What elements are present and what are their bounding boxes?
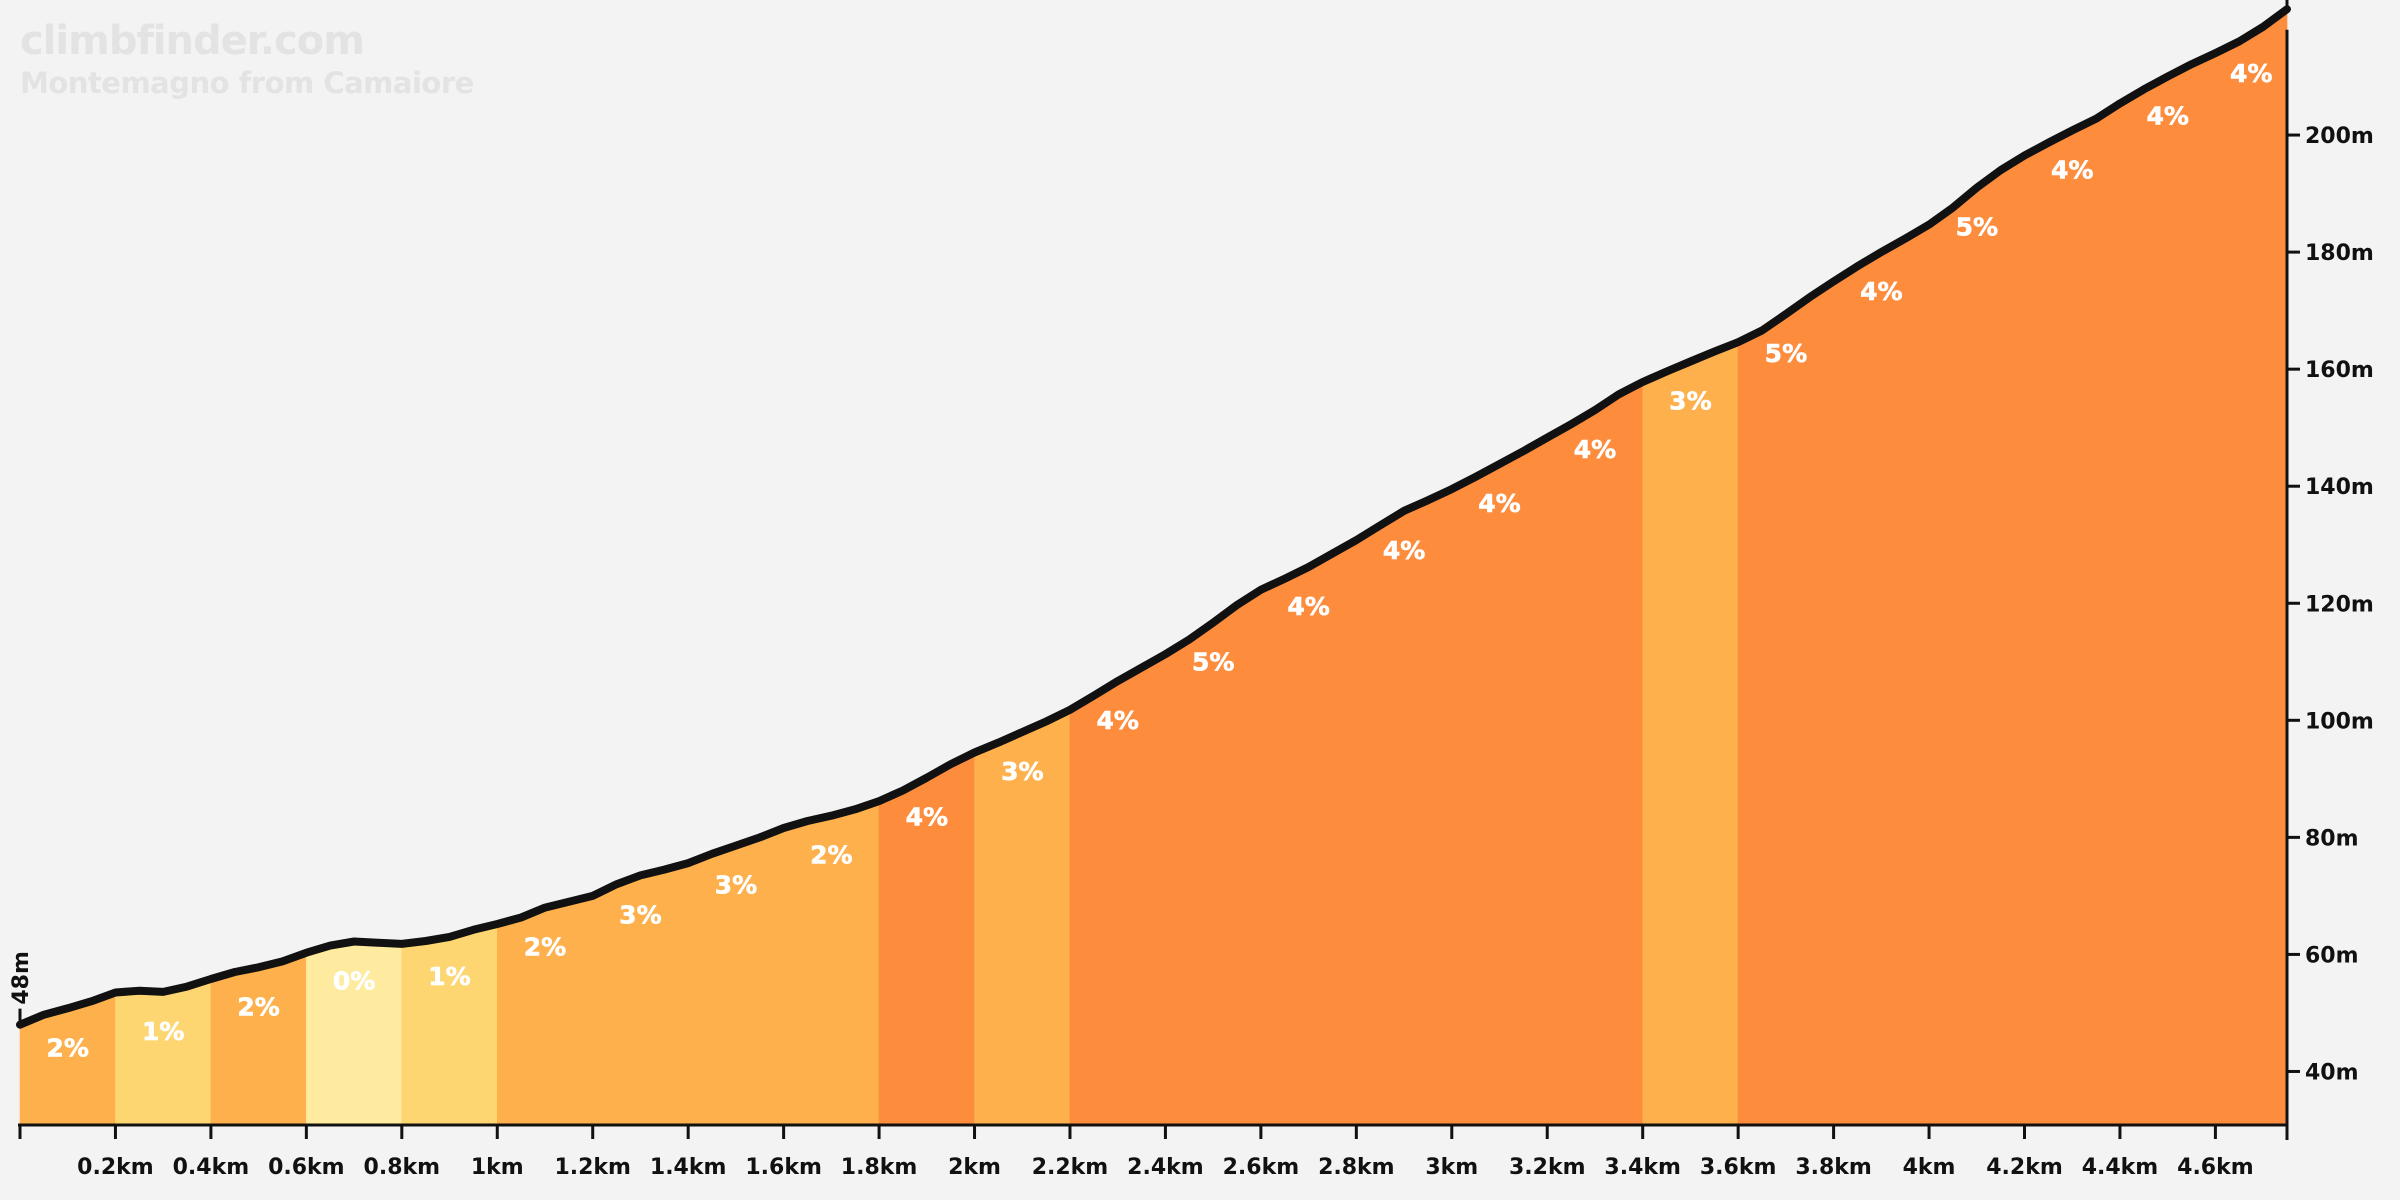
grade-label: 2% [46,1033,88,1062]
start-elevation-label: 48m [9,951,34,1005]
grade-label: 5% [1956,213,1998,242]
x-tick-label: 2.4km [1127,1155,1204,1180]
x-tick-label: 4.6km [2177,1155,2254,1180]
x-tick-label: 0.4km [173,1155,250,1180]
grade-label: 4% [1478,489,1520,518]
grade-label: 5% [1765,339,1807,368]
x-tick-label: 4.4km [2082,1155,2159,1180]
grade-label: 4% [1383,536,1425,565]
grade-segment [1356,488,1453,1126]
grade-label: 4% [906,803,948,832]
y-tick-label: 80m [2305,826,2359,851]
x-tick-label: 2.8km [1318,1155,1395,1180]
x-tick-label: 0.8km [364,1155,441,1180]
x-tick-label: 4km [1903,1155,1956,1180]
grade-label: 3% [1669,387,1711,416]
grade-segment [1737,280,1834,1126]
x-tick-label: 0.2km [77,1155,154,1180]
grade-label: 4% [2146,102,2188,131]
grade-label: 3% [1001,757,1043,786]
grade-segment [497,895,593,1126]
grade-segment [1260,539,1357,1126]
grade-label: 4% [2051,155,2093,184]
x-tick-label: 2.6km [1223,1155,1300,1180]
x-tick-label: 1km [471,1155,524,1180]
grade-label: 3% [619,900,661,929]
x-tick-label: 3.2km [1509,1155,1586,1180]
x-tick-label: 2.2km [1032,1155,1109,1180]
x-tick-label: 3.6km [1700,1155,1777,1180]
grade-segment [2024,102,2121,1126]
y-tick-label: 120m [2305,592,2374,617]
x-tick-label: 0.6km [268,1155,345,1180]
grade-label: 1% [142,1017,184,1046]
endpoint-labels: 48m218m [9,0,2289,1025]
grade-segment [2119,52,2216,1126]
grade-segment [1642,341,1739,1126]
y-tick-label: 100m [2305,709,2374,734]
grade-segment [1546,381,1643,1126]
grade-label: 2% [524,933,566,962]
grade-segment [401,923,498,1126]
y-tick-label: 160m [2305,358,2374,383]
chart-title: Montemagno from Camaiore [20,66,474,100]
grade-label: 0% [333,967,375,996]
grade-labels: 2% 1% 2% 0% 1% 2% 3% 3% 2% 4% 3% 4% 5% 4% 4% 4% 4% 3% 5% 4%… [46,59,2273,1063]
grade-label: 4% [1096,706,1138,735]
grade-segment [115,978,212,1126]
grade-label: 3% [715,871,757,900]
x-tick-label: 1.2km [554,1155,631,1180]
grade-label: 4% [2230,59,2272,88]
grade-label: 1% [428,962,470,991]
x-tick-label: 3km [1425,1155,1478,1180]
grade-label: 2% [810,841,852,870]
y-tick-label: 180m [2305,241,2374,266]
brand-logo-text: climbfinder.com [20,18,365,64]
grade-label: 5% [1192,648,1234,677]
x-tick-label: 3.4km [1604,1155,1681,1180]
profile-line [16,5,2291,1029]
grade-segment [2215,8,2288,1126]
grade-segments [19,8,2288,1126]
grade-segment [1833,224,1930,1126]
x-tick-label: 1.6km [745,1155,822,1180]
x-tick-label: 2km [948,1155,1001,1180]
y-tick-label: 60m [2305,943,2359,968]
profile-line-group [16,5,2291,1029]
grade-segment [1928,154,2025,1126]
y-tick-label: 200m [2305,124,2374,149]
grade-label: 4% [1860,277,1902,306]
grade-segment [1451,437,1548,1126]
y-tick-label: 40m [2305,1060,2359,1085]
x-tick-label: 1.4km [650,1155,727,1180]
grade-label: 2% [237,992,279,1021]
x-tick-label: 3.8km [1795,1155,1872,1180]
grade-label: 4% [1574,435,1616,464]
x-tick-label: 4.2km [1986,1155,2063,1180]
x-tick-label: 1.8km [841,1155,918,1180]
grade-label: 4% [1287,592,1329,621]
y-tick-label: 140m [2305,475,2374,500]
axes: 0.2km 0.4km 0.6km 0.8km 1km 1.2km 1.4km 1.6km 1.… [18,29,2374,1180]
